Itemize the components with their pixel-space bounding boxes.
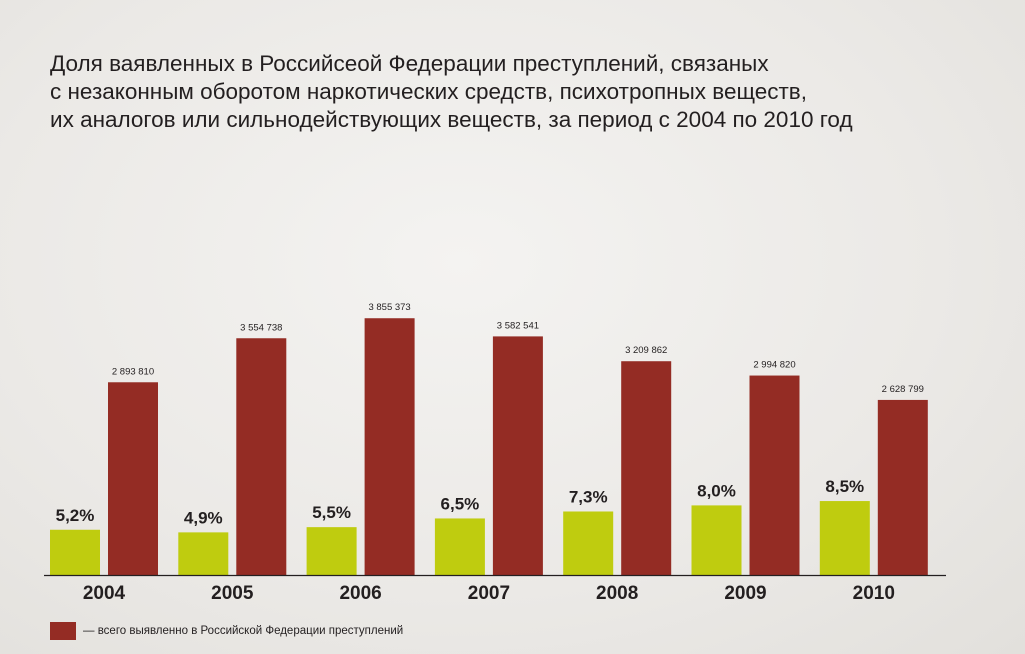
percent-bar — [178, 532, 229, 575]
total-bar-label: 2 893 810 — [112, 366, 154, 377]
percent-bar — [434, 518, 485, 575]
chart-title-line: Доля ваявленных в Российсеой Федерации п… — [50, 51, 769, 76]
total-bar — [108, 382, 158, 575]
percent-bar-label: 7,3% — [569, 487, 608, 506]
x-tick-label: 2009 — [724, 583, 766, 604]
percent-bar — [50, 529, 100, 575]
x-tick-label: 2006 — [339, 583, 381, 604]
percent-bar-label: 8,5% — [825, 477, 864, 496]
total-bar — [877, 399, 928, 575]
chart-title-line: их аналогов или сильнодействующих вещест… — [50, 107, 853, 132]
chart-title-line: с незаконным оборотом наркотических сред… — [50, 79, 808, 104]
x-tick-label: 2007 — [468, 583, 510, 604]
total-bar — [749, 375, 800, 575]
total-bar — [492, 336, 543, 575]
legend-swatch — [50, 622, 76, 640]
x-tick-label: 2008 — [596, 583, 638, 604]
total-bar-label: 3 554 738 — [240, 322, 282, 333]
total-bar-label: 2 628 799 — [882, 384, 924, 395]
total-bar-label: 3 582 541 — [497, 320, 539, 331]
x-tick-label: 2005 — [211, 583, 254, 604]
percent-bar — [306, 527, 357, 575]
percent-bar-label: 4,9% — [184, 508, 223, 527]
total-bar-label: 3 855 373 — [368, 302, 410, 313]
legend-label: — всего выявленно в Российской Федерации… — [83, 625, 404, 637]
total-bar-label: 2 994 820 — [753, 360, 795, 371]
x-tick-label: 2004 — [83, 583, 126, 604]
percent-bar-label: 5,5% — [312, 503, 351, 522]
total-bar — [364, 318, 415, 575]
legend: — всего выявленно в Российской Федерации… — [50, 622, 403, 640]
percent-bar-label: 8,0% — [697, 481, 736, 500]
percent-bar-label: 6,5% — [441, 494, 480, 513]
percent-bar-label: 5,2% — [56, 506, 95, 525]
total-bar-label: 3 209 862 — [625, 345, 667, 356]
total-bar — [236, 338, 287, 575]
x-tick-label: 2010 — [853, 583, 895, 604]
total-bar — [621, 361, 672, 575]
percent-bar — [819, 501, 870, 575]
chart-title: Доля ваявленных в Российсеой Федерации п… — [50, 50, 980, 134]
percent-bar — [691, 505, 742, 575]
percent-bar — [563, 511, 614, 575]
